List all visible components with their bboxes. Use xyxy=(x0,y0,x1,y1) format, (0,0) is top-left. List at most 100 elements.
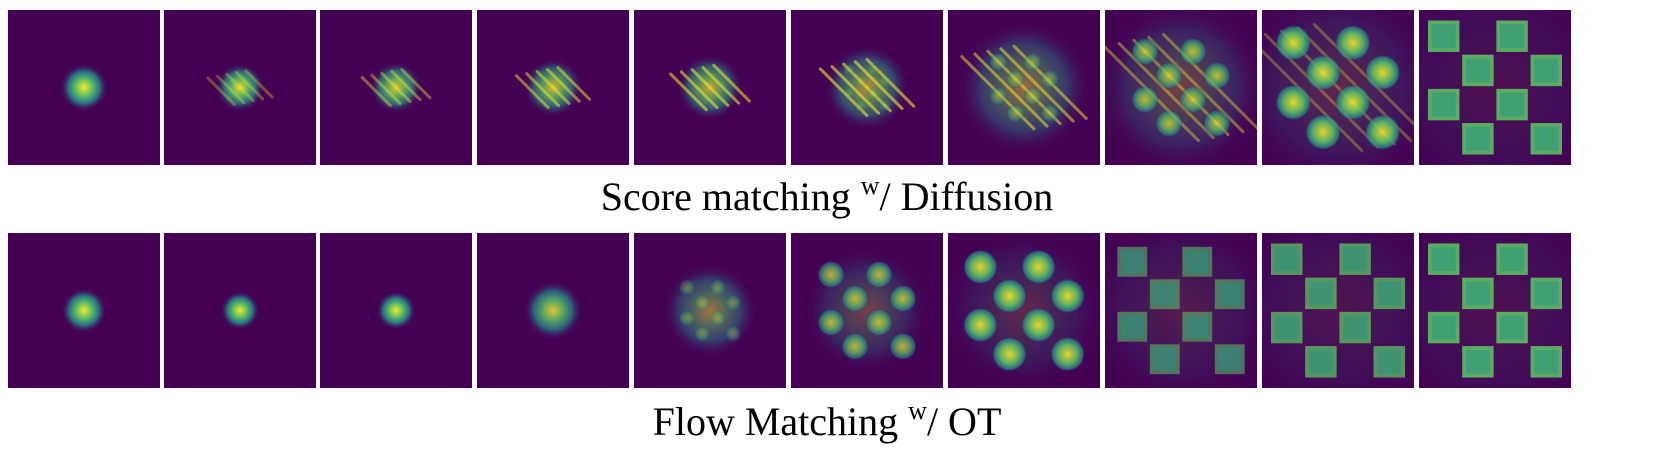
checker-spot xyxy=(724,294,742,311)
checker-spot xyxy=(1023,52,1042,72)
density-blob xyxy=(59,63,109,112)
checker-cell-core xyxy=(1343,315,1368,340)
density-stripe xyxy=(556,65,592,101)
density-blob xyxy=(523,281,583,340)
checker-cell-core xyxy=(1465,281,1490,306)
checker-cell-core xyxy=(1534,126,1559,151)
checker-cell xyxy=(1462,54,1494,87)
flow-panel-7 xyxy=(948,233,1100,388)
checker-spot xyxy=(865,260,893,289)
score-density-plot-8 xyxy=(1105,10,1257,165)
checker-spot xyxy=(817,308,845,337)
checker-cell-core xyxy=(1218,347,1242,371)
flow-density-plot-7 xyxy=(948,233,1100,388)
checker-spot xyxy=(678,310,696,327)
score-panel-1 xyxy=(8,10,160,165)
checker-cell xyxy=(1339,311,1371,344)
checker-spot xyxy=(1304,113,1342,151)
score-density-plot-3 xyxy=(320,10,472,165)
density-stripe xyxy=(514,74,550,110)
score-panel-7 xyxy=(948,10,1100,165)
checker-cell xyxy=(1427,20,1460,52)
checker-spot xyxy=(692,87,702,96)
flow-density-plot-3 xyxy=(320,233,472,388)
checker-cell xyxy=(1427,88,1460,121)
flow-density-plot-1 xyxy=(8,233,160,388)
checker-spot xyxy=(841,332,869,361)
flow-matching-caption: Flow Matching w/ OT xyxy=(0,396,1654,451)
checker-spot xyxy=(1020,249,1057,285)
flow-caption-pre: Flow Matching xyxy=(652,399,909,444)
density-stripe xyxy=(999,47,1075,123)
checker-cell xyxy=(1427,311,1460,344)
density-stripe xyxy=(525,72,561,107)
density-stripe xyxy=(545,68,581,103)
checker-cell-core xyxy=(1465,349,1490,374)
checker-cell xyxy=(1373,277,1406,310)
checker-spot xyxy=(866,87,880,100)
checker-cell xyxy=(1214,344,1245,375)
checker-cell-core xyxy=(1185,315,1209,339)
checker-cell xyxy=(1182,246,1213,277)
checker-cell xyxy=(1496,311,1528,344)
checker-cell-core xyxy=(1308,349,1333,374)
checker-cell xyxy=(1339,243,1371,275)
density-blob xyxy=(376,290,416,331)
checker-spot xyxy=(701,96,710,105)
checker-cell-core xyxy=(1343,247,1368,272)
density-stripe xyxy=(234,70,265,101)
density-blob xyxy=(220,290,260,331)
checker-spot xyxy=(1179,37,1207,66)
checker-spot xyxy=(878,99,892,112)
score-density-plot-5 xyxy=(634,10,786,165)
checker-cell xyxy=(1496,20,1528,52)
score-density-plot-10 xyxy=(1419,10,1571,165)
flow-density-plot-4 xyxy=(477,233,629,388)
checker-cell xyxy=(1530,277,1563,310)
flow-panel-1 xyxy=(8,233,160,388)
flow-panel-9 xyxy=(1262,233,1414,388)
density-blob xyxy=(662,263,758,358)
checker-spot xyxy=(1155,61,1183,90)
checker-spot xyxy=(989,52,1008,72)
density-stripe xyxy=(215,74,246,105)
checker-spot xyxy=(710,70,719,79)
score-panel-3 xyxy=(320,10,472,165)
checker-spot xyxy=(1049,336,1086,372)
checker-cell xyxy=(1149,344,1180,375)
checker-cell xyxy=(1305,346,1337,378)
checker-cell-core xyxy=(1120,250,1144,274)
checker-spot xyxy=(1020,307,1057,343)
density-stripe xyxy=(973,52,1049,128)
checker-spot xyxy=(709,279,726,296)
density-stripe xyxy=(360,75,392,107)
score-matching-row xyxy=(0,10,1654,165)
checker-cell xyxy=(1214,279,1245,310)
checker-spot xyxy=(1040,69,1059,89)
checker-spot xyxy=(991,278,1028,314)
flow-density-plot-10 xyxy=(1419,233,1571,388)
checker-cell-core xyxy=(1218,282,1242,306)
score-panel-8 xyxy=(1105,10,1257,165)
checker-spot xyxy=(866,63,880,76)
checker-cell xyxy=(1462,123,1494,155)
score-matching-caption: Score matching w/ Diffusion xyxy=(0,171,1654,226)
checker-spot xyxy=(1040,103,1059,123)
score-panel-6 xyxy=(791,10,943,165)
score-caption-sup: w xyxy=(860,171,880,200)
density-blob xyxy=(215,63,265,112)
checker-spot xyxy=(1006,103,1025,123)
checker-spot xyxy=(989,86,1008,106)
density-stripe xyxy=(400,68,432,100)
checker-spot xyxy=(854,99,868,112)
checker-spot xyxy=(1275,84,1312,121)
checker-cell xyxy=(1373,346,1406,378)
checker-cell-core xyxy=(1534,281,1559,306)
checker-spot xyxy=(694,294,711,311)
checker-spot xyxy=(962,249,999,285)
flow-panel-2 xyxy=(164,233,316,388)
checker-cell-core xyxy=(1534,349,1559,374)
flow-panel-6 xyxy=(791,233,943,388)
score-density-plot-9 xyxy=(1262,10,1414,165)
score-density-plot-1 xyxy=(8,10,160,165)
